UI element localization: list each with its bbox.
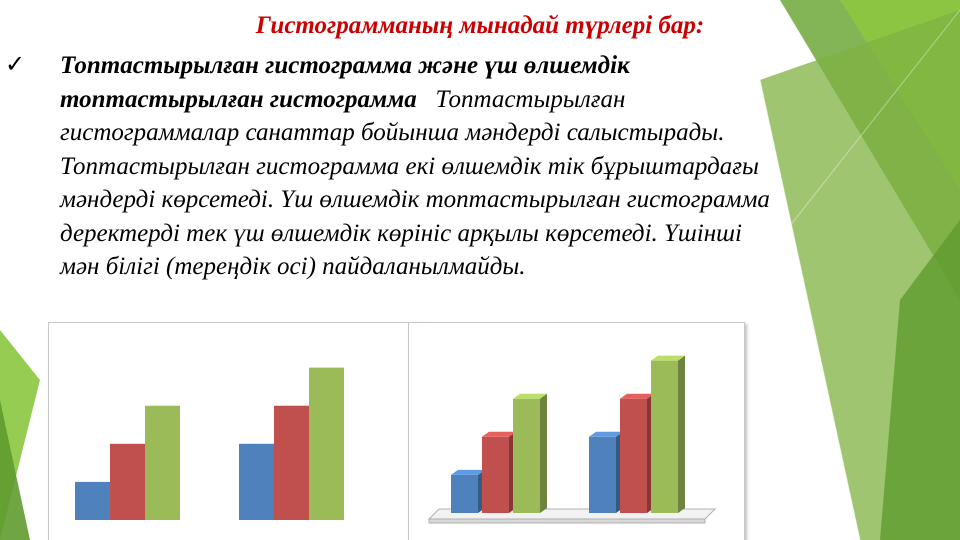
bar3d-top: [589, 431, 623, 437]
chart-floor-edge: [428, 518, 706, 524]
bar3d-front: [589, 436, 616, 513]
slide-body: Топтастырылған гистограмма және үш өлшем…: [60, 49, 960, 284]
bar-series1-cat1: [75, 481, 110, 520]
bar3d-top: [620, 393, 654, 399]
bar-series3-cat2: [309, 367, 344, 520]
body-line-5: мәндерді көрсетеді. Үш өлшемдік топтасты…: [60, 186, 770, 213]
bar3d-side: [540, 393, 547, 513]
body-line-6: деректерді тек үш өлшемдік көрініс арқыл…: [60, 219, 742, 247]
clustered-3d-bar-chart: [408, 322, 745, 540]
heading-line-1: Топтастырылған гистограмма және үш өлшем…: [60, 52, 630, 79]
bar3d-front: [620, 398, 647, 513]
bar3d-series1-cat1: [451, 469, 485, 513]
bar3d-top: [651, 355, 685, 361]
body-line-1: Топтастырылған гистограмма және үш өлшем…: [60, 49, 960, 83]
bar3d-side: [678, 355, 685, 513]
bar3d-front: [513, 398, 540, 513]
bar3d-series1-cat2: [589, 431, 623, 513]
clustered-3d-bar-chart-svg: [427, 355, 717, 524]
body-line-3: гистограммалар санаттар бойынша мәндерді…: [60, 119, 725, 146]
bar-series2-cat1: [110, 443, 145, 520]
checkmark-icon: ✓: [5, 50, 26, 78]
bar-series2-cat2: [274, 405, 309, 520]
bar3d-front: [651, 360, 678, 513]
slide-title: Гистограмманың мынадай түрлері бар:: [255, 12, 705, 39]
bar-series1-cat2: [239, 443, 274, 520]
bar3d-series3-cat2: [651, 355, 685, 513]
clustered-bar-chart-svg: [75, 367, 344, 520]
bar3d-top: [482, 431, 516, 437]
bar3d-series2-cat2: [620, 393, 654, 513]
clustered-bar-chart: [48, 322, 428, 540]
body-line-4: Топтастырылған гистограмма екі өлшемдік …: [60, 152, 759, 180]
bar3d-series3-cat1: [513, 393, 547, 513]
bar3d-series2-cat1: [482, 431, 516, 513]
bar3d-front: [451, 474, 478, 513]
bar3d-front: [482, 436, 509, 513]
bar3d-top: [513, 393, 547, 399]
body-line-2-rest: Топтастырылған: [435, 85, 626, 113]
heading-line-2: топтастырылған гистограмма: [60, 85, 417, 113]
body-line-2: топтастырылған гистограмма Топтастырылға…: [60, 83, 960, 117]
bar3d-top: [451, 469, 485, 475]
body-line-7: мән білігі (тереңдік осі) пайдаланылмайд…: [60, 253, 526, 280]
bar-series3-cat1: [145, 405, 180, 520]
